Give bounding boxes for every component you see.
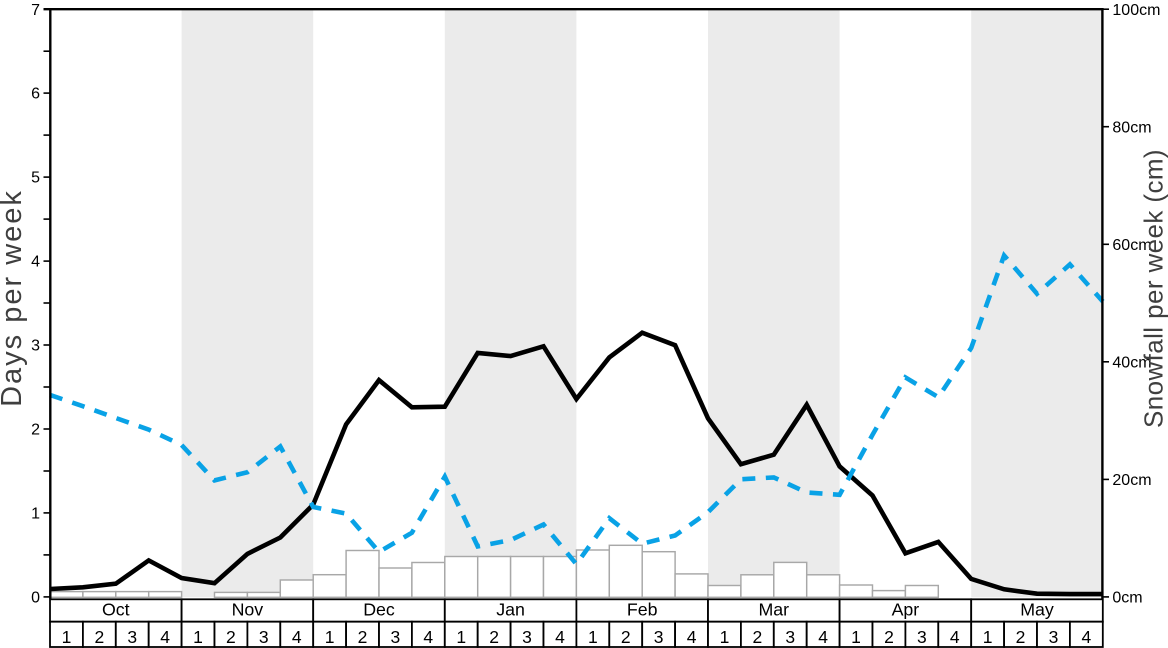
svg-text:40cm: 40cm bbox=[1112, 354, 1151, 371]
svg-text:2: 2 bbox=[753, 627, 763, 647]
svg-text:1: 1 bbox=[851, 627, 861, 647]
svg-text:4: 4 bbox=[687, 627, 697, 647]
svg-text:2: 2 bbox=[1016, 627, 1026, 647]
svg-text:Oct: Oct bbox=[102, 599, 130, 619]
svg-text:Snowfall per week (cm): Snowfall per week (cm) bbox=[1139, 149, 1168, 428]
svg-text:3: 3 bbox=[1049, 627, 1059, 647]
svg-text:2: 2 bbox=[95, 627, 105, 647]
svg-text:4: 4 bbox=[292, 627, 302, 647]
svg-text:Apr: Apr bbox=[892, 599, 920, 619]
svg-text:Feb: Feb bbox=[627, 599, 658, 619]
svg-text:3: 3 bbox=[522, 627, 532, 647]
svg-text:Nov: Nov bbox=[232, 599, 264, 619]
svg-text:2: 2 bbox=[31, 422, 40, 439]
svg-text:100cm: 100cm bbox=[1112, 2, 1160, 19]
svg-text:4: 4 bbox=[950, 627, 960, 647]
svg-text:4: 4 bbox=[1082, 627, 1092, 647]
svg-text:4: 4 bbox=[423, 627, 433, 647]
svg-text:4: 4 bbox=[160, 627, 170, 647]
svg-text:1: 1 bbox=[193, 627, 203, 647]
svg-text:2: 2 bbox=[621, 627, 631, 647]
svg-text:3: 3 bbox=[654, 627, 664, 647]
svg-text:1: 1 bbox=[588, 627, 598, 647]
svg-text:0cm: 0cm bbox=[1112, 590, 1142, 607]
svg-text:1: 1 bbox=[720, 627, 730, 647]
svg-text:Jan: Jan bbox=[496, 599, 525, 619]
svg-text:7: 7 bbox=[31, 2, 40, 19]
svg-text:20cm: 20cm bbox=[1112, 472, 1151, 489]
svg-text:2: 2 bbox=[489, 627, 499, 647]
svg-text:3: 3 bbox=[785, 627, 795, 647]
svg-text:0: 0 bbox=[31, 590, 40, 607]
svg-text:Days per week: Days per week bbox=[0, 189, 28, 407]
svg-text:2: 2 bbox=[358, 627, 368, 647]
svg-text:60cm: 60cm bbox=[1112, 237, 1151, 254]
svg-text:3: 3 bbox=[127, 627, 137, 647]
svg-text:1: 1 bbox=[325, 627, 335, 647]
svg-text:3: 3 bbox=[259, 627, 269, 647]
svg-text:4: 4 bbox=[555, 627, 565, 647]
svg-text:May: May bbox=[1020, 599, 1054, 619]
svg-text:2: 2 bbox=[884, 627, 894, 647]
svg-text:1: 1 bbox=[62, 627, 72, 647]
svg-text:1: 1 bbox=[31, 506, 40, 523]
svg-text:Mar: Mar bbox=[758, 599, 789, 619]
svg-text:80cm: 80cm bbox=[1112, 119, 1151, 136]
svg-text:4: 4 bbox=[31, 254, 40, 271]
svg-text:3: 3 bbox=[31, 338, 40, 355]
svg-text:5: 5 bbox=[31, 170, 40, 187]
svg-text:3: 3 bbox=[917, 627, 927, 647]
svg-text:Dec: Dec bbox=[363, 599, 395, 619]
svg-text:3: 3 bbox=[391, 627, 401, 647]
svg-text:1: 1 bbox=[983, 627, 993, 647]
svg-text:6: 6 bbox=[31, 86, 40, 103]
svg-text:4: 4 bbox=[818, 627, 828, 647]
svg-text:2: 2 bbox=[226, 627, 236, 647]
svg-text:1: 1 bbox=[456, 627, 466, 647]
